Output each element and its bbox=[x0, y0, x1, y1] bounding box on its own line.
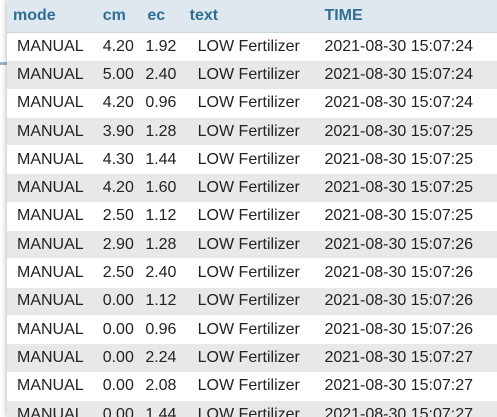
cell-mode: MANUAL bbox=[7, 60, 97, 90]
table-row[interactable]: MANUAL 2.50 2.40 LOW Fertilizer 2021-08-30 1… bbox=[7, 258, 497, 288]
cell-mode: MANUAL bbox=[7, 117, 97, 147]
column-header-cm[interactable]: cm bbox=[96, 0, 142, 33]
cell-ec: 1.28 bbox=[141, 230, 184, 260]
cell-text: LOW Fertilizer bbox=[183, 343, 319, 373]
cell-cm: 2.50 bbox=[96, 258, 142, 288]
cell-cm: 3.90 bbox=[96, 117, 142, 147]
table-row[interactable]: MANUAL 0.00 1.44 LOW Fertilizer 2021-08-30 1… bbox=[7, 400, 497, 417]
cell-ec: 2.40 bbox=[141, 60, 184, 90]
table-body: MANUAL 4.20 1.92 LOW Fertilizer 2021-08-30 1… bbox=[7, 32, 497, 417]
cell-cm: 4.20 bbox=[96, 173, 142, 203]
cell-text: LOW Fertilizer bbox=[183, 400, 319, 417]
cell-time: 2021-08-30 15:07:26 bbox=[318, 230, 497, 260]
column-header-mode[interactable]: mode bbox=[7, 0, 97, 33]
cell-cm: 5.00 bbox=[96, 60, 142, 90]
cell-text: LOW Fertilizer bbox=[183, 145, 319, 175]
cell-text: LOW Fertilizer bbox=[183, 32, 319, 62]
cell-mode: MANUAL bbox=[7, 145, 97, 175]
cell-text: LOW Fertilizer bbox=[183, 372, 319, 401]
cell-text: LOW Fertilizer bbox=[183, 315, 319, 345]
cell-cm: 2.50 bbox=[96, 202, 142, 232]
cell-time: 2021-08-30 15:07:27 bbox=[318, 372, 497, 401]
cell-time: 2021-08-30 15:07:25 bbox=[318, 145, 497, 175]
cell-mode: MANUAL bbox=[7, 258, 97, 288]
table-row[interactable]: MANUAL 4.30 1.44 LOW Fertilizer 2021-08-30 1… bbox=[7, 145, 497, 175]
table-row[interactable]: MANUAL 0.00 2.08 LOW Fertilizer 2021-08-30 1… bbox=[7, 372, 497, 401]
cell-mode: MANUAL bbox=[7, 202, 97, 232]
cell-ec: 2.40 bbox=[141, 258, 184, 288]
column-header-time[interactable]: TIME bbox=[318, 0, 497, 33]
cell-text: LOW Fertilizer bbox=[183, 258, 319, 288]
cell-ec: 1.92 bbox=[141, 32, 184, 62]
cell-text: LOW Fertilizer bbox=[183, 202, 319, 232]
cell-time: 2021-08-30 15:07:27 bbox=[318, 343, 497, 373]
cell-ec: 0.96 bbox=[141, 315, 184, 345]
cell-cm: 0.00 bbox=[96, 343, 142, 373]
table-row[interactable]: MANUAL 0.00 2.24 LOW Fertilizer 2021-08-30 1… bbox=[7, 343, 497, 373]
cell-cm: 4.20 bbox=[96, 32, 142, 62]
table-row[interactable]: MANUAL 2.50 1.12 LOW Fertilizer 2021-08-30 1… bbox=[7, 202, 497, 232]
table-row[interactable]: MANUAL 0.00 1.12 LOW Fertilizer 2021-08-30 1… bbox=[7, 287, 497, 316]
table-row[interactable]: MANUAL 5.00 2.40 LOW Fertilizer 2021-08-30 1… bbox=[7, 60, 497, 90]
data-table: mode cm ec text TIME MANUAL 4.20 1.92 LOW F… bbox=[7, 0, 497, 417]
cell-cm: 0.00 bbox=[96, 372, 142, 401]
cell-ec: 2.24 bbox=[141, 343, 184, 373]
cell-text: LOW Fertilizer bbox=[183, 287, 319, 316]
column-header-text[interactable]: text bbox=[183, 0, 319, 33]
cell-time: 2021-08-30 15:07:26 bbox=[318, 315, 497, 345]
table-row[interactable]: MANUAL 4.20 1.92 LOW Fertilizer 2021-08-30 1… bbox=[7, 32, 497, 62]
cell-ec: 0.96 bbox=[141, 89, 184, 118]
cell-ec: 1.28 bbox=[141, 117, 184, 147]
cell-time: 2021-08-30 15:07:24 bbox=[318, 32, 497, 62]
cell-cm: 0.00 bbox=[96, 315, 142, 345]
cell-text: LOW Fertilizer bbox=[183, 60, 319, 90]
cell-text: LOW Fertilizer bbox=[183, 173, 319, 203]
cell-time: 2021-08-30 15:07:26 bbox=[318, 287, 497, 316]
cell-mode: MANUAL bbox=[7, 343, 97, 373]
cell-ec: 1.44 bbox=[141, 400, 184, 417]
cell-time: 2021-08-30 15:07:25 bbox=[318, 202, 497, 232]
column-header-ec[interactable]: ec bbox=[141, 0, 184, 33]
cell-time: 2021-08-30 15:07:24 bbox=[318, 60, 497, 90]
table-row[interactable]: MANUAL 4.20 1.60 LOW Fertilizer 2021-08-30 1… bbox=[7, 173, 497, 203]
cell-cm: 4.20 bbox=[96, 89, 142, 118]
table-row[interactable]: MANUAL 3.90 1.28 LOW Fertilizer 2021-08-30 1… bbox=[7, 117, 497, 147]
data-table-panel: mode cm ec text TIME MANUAL 4.20 1.92 LOW F… bbox=[7, 0, 497, 417]
cell-mode: MANUAL bbox=[7, 315, 97, 345]
cell-time: 2021-08-30 15:07:25 bbox=[318, 173, 497, 203]
cell-ec: 2.08 bbox=[141, 372, 184, 401]
cell-mode: MANUAL bbox=[7, 287, 97, 316]
cell-mode: MANUAL bbox=[7, 372, 97, 401]
cell-mode: MANUAL bbox=[7, 173, 97, 203]
table-row[interactable]: MANUAL 4.20 0.96 LOW Fertilizer 2021-08-30 1… bbox=[7, 89, 497, 118]
cell-ec: 1.60 bbox=[141, 173, 184, 203]
cell-mode: MANUAL bbox=[7, 230, 97, 260]
cell-time: 2021-08-30 15:07:27 bbox=[318, 400, 497, 417]
cell-text: LOW Fertilizer bbox=[183, 230, 319, 260]
cell-mode: MANUAL bbox=[7, 89, 97, 118]
table-header-row: mode cm ec text TIME bbox=[7, 0, 497, 33]
table-row[interactable]: MANUAL 0.00 0.96 LOW Fertilizer 2021-08-30 1… bbox=[7, 315, 497, 345]
cell-cm: 2.90 bbox=[96, 230, 142, 260]
cell-cm: 4.30 bbox=[96, 145, 142, 175]
cell-cm: 0.00 bbox=[96, 400, 142, 417]
cell-text: LOW Fertilizer bbox=[183, 89, 319, 118]
cell-mode: MANUAL bbox=[7, 32, 97, 62]
cell-mode: MANUAL bbox=[7, 400, 97, 417]
cell-time: 2021-08-30 15:07:26 bbox=[318, 258, 497, 288]
cell-ec: 1.12 bbox=[141, 202, 184, 232]
cell-time: 2021-08-30 15:07:24 bbox=[318, 89, 497, 118]
table-row[interactable]: MANUAL 2.90 1.28 LOW Fertilizer 2021-08-30 1… bbox=[7, 230, 497, 260]
cell-cm: 0.00 bbox=[96, 287, 142, 316]
cell-time: 2021-08-30 15:07:25 bbox=[318, 117, 497, 147]
cell-ec: 1.44 bbox=[141, 145, 184, 175]
cell-text: LOW Fertilizer bbox=[183, 117, 319, 147]
cell-ec: 1.12 bbox=[141, 287, 184, 316]
